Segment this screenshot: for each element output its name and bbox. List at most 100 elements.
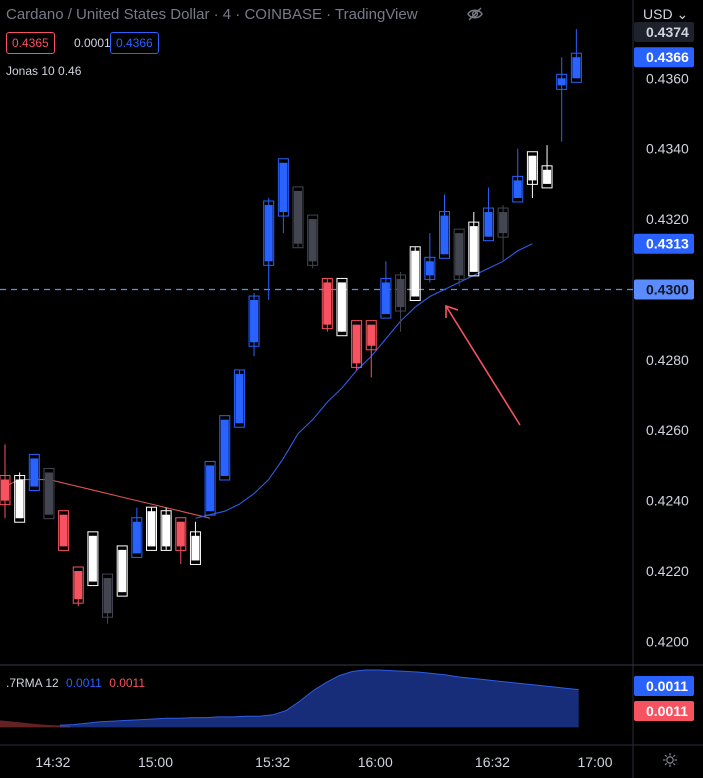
- candle-body: [411, 250, 420, 297]
- time-tick-label: 16:32: [475, 754, 510, 770]
- price-label-badge: [634, 279, 694, 300]
- price-label-text: 0.4313: [646, 236, 689, 252]
- candle-body: [543, 169, 552, 184]
- candle-outline: [380, 277, 392, 319]
- time-tick-label: 17:00: [577, 754, 612, 770]
- candle-body: [455, 233, 464, 276]
- price-label-text: 0.4374: [646, 24, 689, 40]
- annotation-arrow-head: [445, 304, 459, 318]
- candle-body: [1, 479, 9, 501]
- price-tick-label: 0.4340: [646, 141, 689, 157]
- candle-outline: [146, 506, 157, 551]
- candle-body: [44, 472, 53, 515]
- candle-body: [103, 578, 112, 614]
- candle-outline: [102, 573, 114, 618]
- candle-outline: [14, 475, 26, 523]
- ask-price[interactable]: 0.4366: [110, 32, 159, 54]
- candle-body: [484, 212, 493, 237]
- candle-outline: [175, 517, 187, 551]
- spread-value: 0.0001: [74, 36, 111, 50]
- time-tick-label: 15:32: [255, 754, 290, 770]
- candle-outline: [116, 545, 128, 597]
- candle-body: [352, 324, 361, 364]
- candle-outline: [424, 256, 436, 280]
- candle-body: [235, 373, 244, 424]
- candle-outline: [219, 415, 231, 481]
- candle-outline: [72, 566, 84, 604]
- price-label-badge: [634, 22, 694, 42]
- sub-indicator-label[interactable]: .7RMA 12 0.0011 0.0011: [6, 676, 145, 690]
- candle-outline: [570, 52, 582, 83]
- candle-body: [279, 162, 288, 213]
- sub-value-text: 0.0011: [646, 678, 688, 694]
- candle-outline: [468, 221, 480, 277]
- candle-body: [30, 458, 39, 487]
- candle-outline: [336, 277, 348, 337]
- candle-body: [191, 535, 200, 561]
- sub-indicator-blue-line: [59, 669, 579, 726]
- sub-indicator-value-blue: 0.0011: [66, 676, 102, 690]
- candle-outline: [482, 207, 494, 242]
- time-tick-label: 14:32: [35, 754, 70, 770]
- price-tick-label: 0.4360: [646, 70, 689, 86]
- annotation-arrow-line: [445, 305, 521, 426]
- price-label-badge: [634, 233, 694, 254]
- indicator-label[interactable]: Jonas 10 0.46: [6, 64, 82, 78]
- candle-outline: [263, 200, 275, 266]
- candle-outline: [321, 277, 333, 330]
- time-tick-label: 15:00: [138, 754, 173, 770]
- currency-label: USD: [643, 6, 673, 22]
- candle-body: [162, 514, 171, 547]
- candle-outline: [277, 158, 289, 217]
- candle-body: [176, 521, 185, 547]
- sub-indicator-name: .7RMA 12: [6, 676, 59, 690]
- candle-body: [250, 300, 259, 343]
- price-label-badge: [634, 47, 694, 68]
- price-tick-label: 0.4240: [646, 493, 689, 509]
- candle-body: [294, 190, 302, 244]
- price-label-text: 0.4366: [646, 49, 689, 65]
- candle-outline: [43, 467, 55, 520]
- candle-body: [74, 571, 83, 600]
- candle-outline: [28, 453, 40, 492]
- candle-body: [323, 282, 332, 325]
- sub-indicator-red-area: [0, 720, 70, 728]
- candle-body: [425, 261, 434, 276]
- moving-average-blue: [195, 243, 533, 519]
- candle-outline: [233, 369, 245, 428]
- candle-body: [132, 521, 141, 554]
- price-label-text: 0.4300: [646, 281, 689, 297]
- eye-crossed-icon[interactable]: [466, 6, 484, 22]
- currency-dropdown[interactable]: USD ⌄: [643, 6, 688, 23]
- candle-outline: [365, 320, 377, 351]
- sub-indicator-value-red: 0.0011: [109, 676, 146, 690]
- gear-icon[interactable]: [662, 752, 678, 768]
- candle-outline: [395, 274, 407, 312]
- price-tick-label: 0.4320: [646, 211, 689, 227]
- chart-title: Cardano / United States Dollar · 4 · COI…: [6, 6, 418, 23]
- candle-outline: [58, 510, 70, 551]
- candle-outline: [439, 211, 450, 259]
- candle-body: [220, 419, 229, 476]
- candle-body: [206, 465, 215, 512]
- candle-outline: [248, 295, 260, 347]
- price-tick-label: 0.4200: [646, 633, 689, 649]
- candle-outline: [526, 151, 538, 185]
- candle-outline: [453, 228, 465, 280]
- candle-body: [440, 215, 449, 255]
- candle-outline: [160, 510, 172, 551]
- candle-body: [367, 324, 376, 346]
- sub-indicator-blue-area: [60, 670, 579, 728]
- candle-body: [396, 278, 405, 308]
- sub-value-badge: [634, 701, 694, 721]
- candle-body: [118, 549, 127, 593]
- bid-price[interactable]: 0.4365: [6, 32, 55, 54]
- candle-outline: [131, 517, 143, 558]
- candle-outline: [189, 531, 201, 565]
- candle-body: [499, 212, 508, 234]
- candle-outline: [87, 531, 99, 587]
- price-tick-label: 0.4220: [646, 563, 689, 579]
- candle-body: [15, 479, 24, 519]
- candle-outline: [292, 186, 304, 249]
